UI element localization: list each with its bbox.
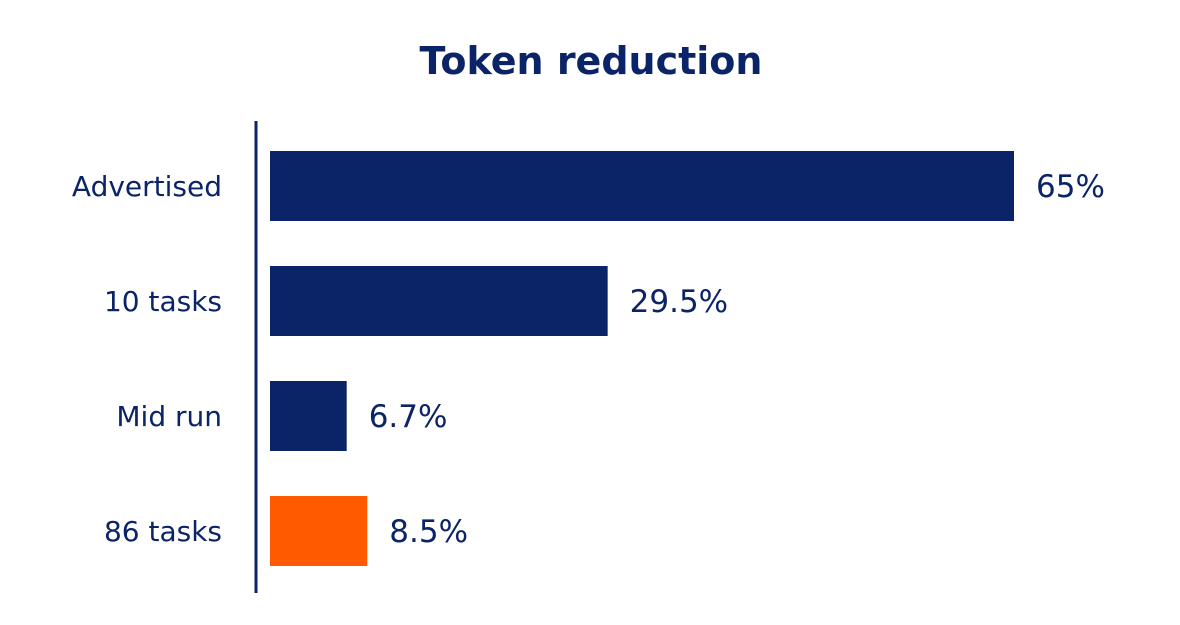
category-label-advertised: Advertised	[72, 170, 222, 203]
value-label-86-tasks: 8.5%	[389, 514, 468, 550]
bar-mid-run	[270, 381, 347, 451]
value-label-mid-run: 6.7%	[369, 399, 448, 435]
value-labels: 65% 29.5% 6.7% 8.5%	[369, 169, 1105, 550]
value-label-10-tasks: 29.5%	[630, 284, 728, 320]
chart-title: Token reduction	[420, 39, 763, 83]
category-labels: Advertised 10 tasks Mid run 86 tasks	[72, 170, 222, 548]
category-label-86-tasks: 86 tasks	[104, 515, 222, 548]
bar-advertised	[270, 151, 1014, 221]
bar-86-tasks	[270, 496, 368, 566]
category-label-10-tasks: 10 tasks	[104, 285, 222, 318]
bars-layer	[270, 151, 1014, 566]
value-label-advertised: 65%	[1036, 169, 1105, 205]
bar-10-tasks	[270, 266, 608, 336]
category-label-mid-run: Mid run	[116, 400, 222, 433]
